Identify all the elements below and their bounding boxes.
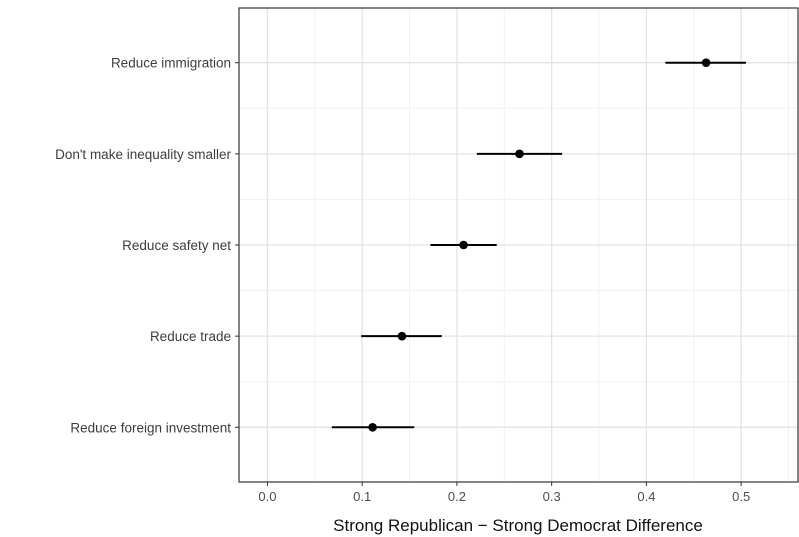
estimate-point	[459, 240, 468, 250]
x-tick-label: 0.0	[258, 489, 276, 504]
panel-frame	[235, 7, 799, 486]
x-tick-label: 0.2	[448, 489, 466, 504]
estimate-marks	[331, 58, 746, 432]
x-tick-label: 0.5	[732, 489, 750, 504]
panel-border	[238, 7, 799, 483]
category-label: Reduce trade	[150, 329, 231, 344]
x-tick-label: 0.1	[353, 489, 371, 504]
x-tick-label: 0.3	[543, 489, 561, 504]
category-labels: Reduce immigration Don't make inequality …	[55, 56, 231, 436]
estimate-point	[397, 331, 407, 341]
major-grid	[239, 8, 798, 482]
estimate-point	[368, 423, 377, 432]
category-label: Reduce safety net	[122, 238, 231, 253]
category-label: Reduce immigration	[111, 56, 231, 71]
estimate-point	[701, 58, 711, 67]
x-tick-label: 0.4	[637, 489, 655, 504]
x-tick-labels: 0.0 0.1 0.2 0.3 0.4 0.5	[258, 489, 750, 504]
x-axis-title: Strong Republican − Strong Democrat Diff…	[333, 516, 703, 535]
category-label: Reduce foreign investment	[70, 420, 231, 435]
estimate-point	[515, 149, 524, 159]
category-label: Don't make inequality smaller	[55, 147, 231, 162]
